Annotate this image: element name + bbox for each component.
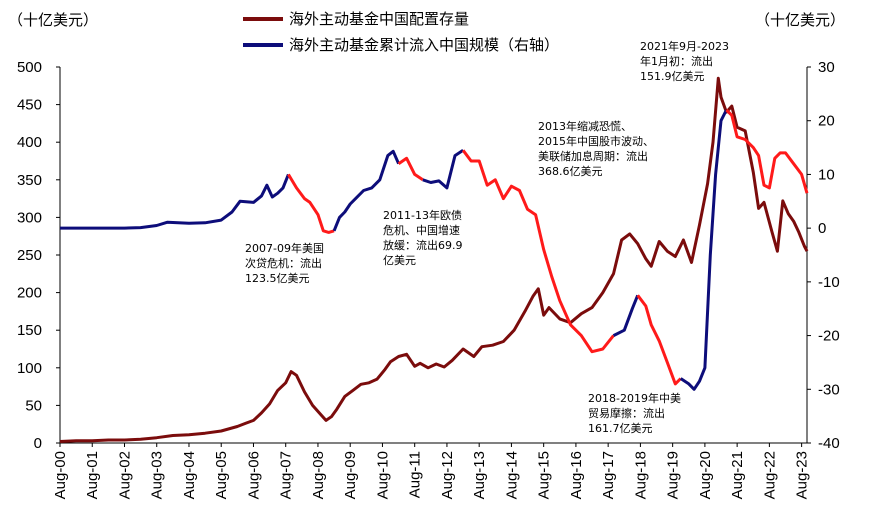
annotation-line: 161.7亿美元 [588, 422, 653, 435]
x-tick-label: Aug-22 [761, 451, 778, 499]
series-line-flow [612, 294, 640, 337]
annotation-line: 次贷危机：流出 [245, 256, 322, 270]
series-line-flow [422, 149, 464, 190]
x-tick-label: Aug-19 [665, 451, 682, 499]
x-tick-label: Aug-14 [503, 451, 520, 499]
annotation-line: 放缓：流出69.9 [383, 238, 463, 252]
x-tick-label: Aug-02 [116, 451, 133, 499]
y-tick-right-label: 0 [818, 220, 826, 237]
annotation-line: 2013年缩减恐慌、 [538, 119, 632, 133]
annotation-line: 2011-13年欧债 [383, 208, 462, 222]
y-tick-right-label: 10 [818, 166, 835, 183]
x-tick-label: Aug-10 [374, 451, 391, 499]
series-line-flow-outflow [461, 149, 615, 354]
x-tick-label: Aug-07 [278, 451, 295, 499]
x-tick-label: Aug-04 [181, 451, 198, 499]
x-tick-label: Aug-12 [439, 451, 456, 499]
x-tick-label: Aug-09 [342, 451, 359, 499]
x-tick-label: Aug-08 [310, 451, 327, 499]
y-tick-left-label: 0 [34, 435, 42, 452]
y-tick-left-label: 400 [17, 134, 42, 151]
annotation-line: 2007-09年美国 [245, 241, 324, 255]
annotation-2021-2023: 2021年9月-2023 年1月初：流出 151.9亿美元 [640, 39, 729, 83]
series-line-flow [332, 149, 400, 232]
x-ticks: Aug-00 Aug-01 Aug-02 Aug-03 Aug-04 Aug-05 Aug-… [52, 443, 811, 499]
y-tick-left-label: 350 [17, 172, 42, 189]
x-tick-label: Aug-03 [149, 451, 166, 499]
annotation-line: 危机、中国增速 [383, 223, 460, 237]
legend: 海外主动基金中国配置存量 海外主动基金累计流入中国规模（右轴） [243, 10, 559, 54]
legend-label-stock: 海外主动基金中国配置存量 [289, 10, 469, 28]
x-tick-label: Aug-13 [471, 451, 488, 499]
annotations: 2021年9月-2023 年1月初：流出 151.9亿美元 2013年缩减恐慌、 20… [245, 39, 729, 435]
annotation-2011-2013: 2011-13年欧债危机、中国增速放缓：流出69.9 亿美元 [383, 208, 463, 267]
x-tick-label: Aug-00 [52, 451, 69, 499]
annotation-line: 亿美元 [383, 254, 416, 267]
y-tick-right-label: 20 [818, 113, 835, 130]
y-tick-left-label: 50 [25, 397, 42, 414]
y-tick-left-label: 300 [17, 209, 42, 226]
x-tick-label: Aug-05 [213, 451, 230, 499]
y-tick-left-label: 200 [17, 285, 42, 302]
series-line-stock [59, 76, 809, 443]
x-tick-label: Aug-06 [245, 451, 262, 499]
y-tick-left-label: 100 [17, 360, 42, 377]
annotation-2007-2009: 2007-09年美国次贷危机：流出 123.5亿美元 [245, 241, 324, 285]
x-tick-label: Aug-16 [568, 451, 585, 499]
y-tick-right-label: -20 [818, 328, 840, 345]
y-tick-left-label: 250 [17, 247, 42, 264]
annotation-line: 2021年9月-2023 [640, 39, 729, 53]
x-tick-label: Aug-11 [407, 451, 424, 498]
annotation-line: 123.5亿美元 [245, 272, 310, 285]
y-tick-left-label: 450 [17, 97, 42, 114]
series-line-flow-outflow [287, 173, 335, 234]
annotation-line: 年1月初：流出 [640, 54, 713, 68]
annotation-line: 美联储加息周期：流出 [538, 149, 648, 163]
x-tick-label: Aug-20 [697, 451, 714, 499]
annotation-2013-2015: 2013年缩减恐慌、 2015年中国股市波动、美联储加息周期：流出 368.6亿美元 [538, 119, 654, 178]
x-tick-label: Aug-21 [729, 451, 746, 499]
x-tick-label: Aug-17 [600, 451, 617, 499]
series-stock [59, 76, 809, 443]
y-axis-right-label: （十亿美元） [755, 11, 845, 29]
y-tick-right-label: 30 [818, 59, 835, 76]
series-line-flow-outflow [636, 294, 682, 386]
x-tick-label: Aug-01 [84, 451, 101, 499]
annotation-line: 2015年中国股市波动、 [538, 134, 654, 148]
series-line-flow-outflow [725, 108, 809, 194]
x-tick-label: Aug-18 [632, 451, 649, 499]
y-tick-right-label: -40 [818, 435, 840, 452]
annotation-line: 368.6亿美元 [538, 165, 603, 178]
annotation-2018-2019: 2018-2019年中美贸易摩擦：流出 161.7亿美元 [588, 391, 681, 435]
legend-label-flow: 海外主动基金累计流入中国规模（右轴） [289, 36, 559, 54]
x-tick-label: Aug-15 [536, 451, 553, 499]
y-tick-left-label: 500 [17, 59, 42, 76]
y-tick-right-label: -30 [818, 381, 840, 398]
series-line-flow-outflow [397, 156, 424, 182]
annotation-line: 2018-2019年中美 [588, 391, 681, 405]
x-tick-label: Aug-23 [794, 451, 811, 499]
annotation-line: 151.9亿美元 [640, 70, 705, 83]
series-flow [60, 108, 809, 391]
y-ticks-left: 0 50 100 150 200 250 300 350 400 450 500 [17, 59, 60, 452]
annotation-line: 贸易摩擦：流出 [588, 406, 665, 420]
y-axis-left-label: （十亿美元） [8, 11, 98, 29]
series-line-flow [679, 109, 728, 391]
y-ticks-right: -40 -30 -20 -10 0 10 20 30 [807, 59, 840, 452]
series-line-flow [60, 173, 290, 230]
y-tick-left-label: 150 [17, 322, 42, 339]
y-tick-right-label: -10 [818, 274, 840, 291]
